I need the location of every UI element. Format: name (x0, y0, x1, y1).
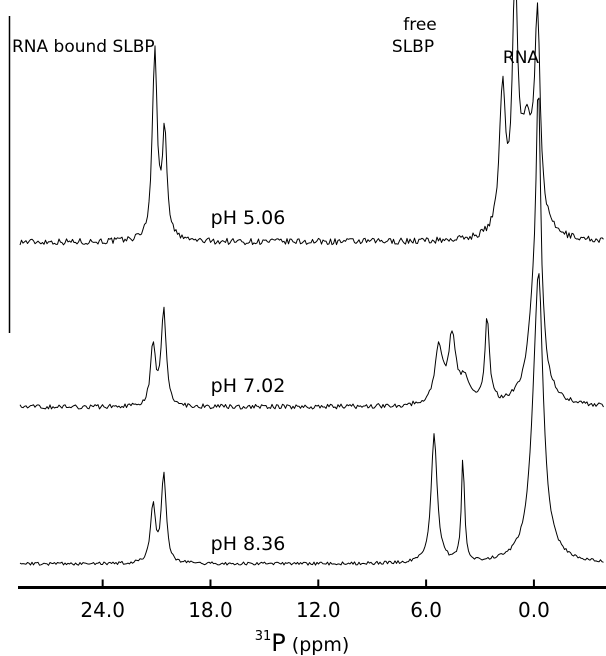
spectrum-trace-ph-8-36 (19, 273, 604, 566)
annotation-free-slbp-line2: SLBP (392, 37, 434, 57)
label-ph-5-06: pH 5.06 (211, 207, 286, 229)
x-axis-label: 31P (ppm) (255, 629, 350, 656)
annotation-rna-bound-slbp: RNA bound SLBP (12, 37, 155, 57)
x-axis-label-main: P (271, 629, 285, 656)
x-tick-label: 18.0 (188, 598, 233, 622)
x-tick-label: 24.0 (80, 598, 125, 622)
spectrum-trace-ph-5-06 (19, 0, 604, 246)
x-axis-label-unit: (ppm) (292, 634, 349, 656)
x-tick-label: 12.0 (296, 598, 341, 622)
x-axis-label-superscript: 31 (255, 629, 272, 644)
annotation-rna: RNA (503, 48, 540, 68)
spectra-traces (19, 0, 604, 566)
label-ph-8-36: pH 8.36 (211, 533, 286, 555)
x-tick-label: 0.0 (518, 598, 550, 622)
annotation-free-slbp-line1: free (403, 15, 437, 35)
x-axis-ticks: 24.0 18.0 12.0 6.0 0.0 (80, 579, 550, 622)
spectrum-trace-ph-7-02 (19, 97, 604, 410)
label-ph-7-02: pH 7.02 (211, 375, 286, 397)
x-tick-label: 6.0 (410, 598, 442, 622)
